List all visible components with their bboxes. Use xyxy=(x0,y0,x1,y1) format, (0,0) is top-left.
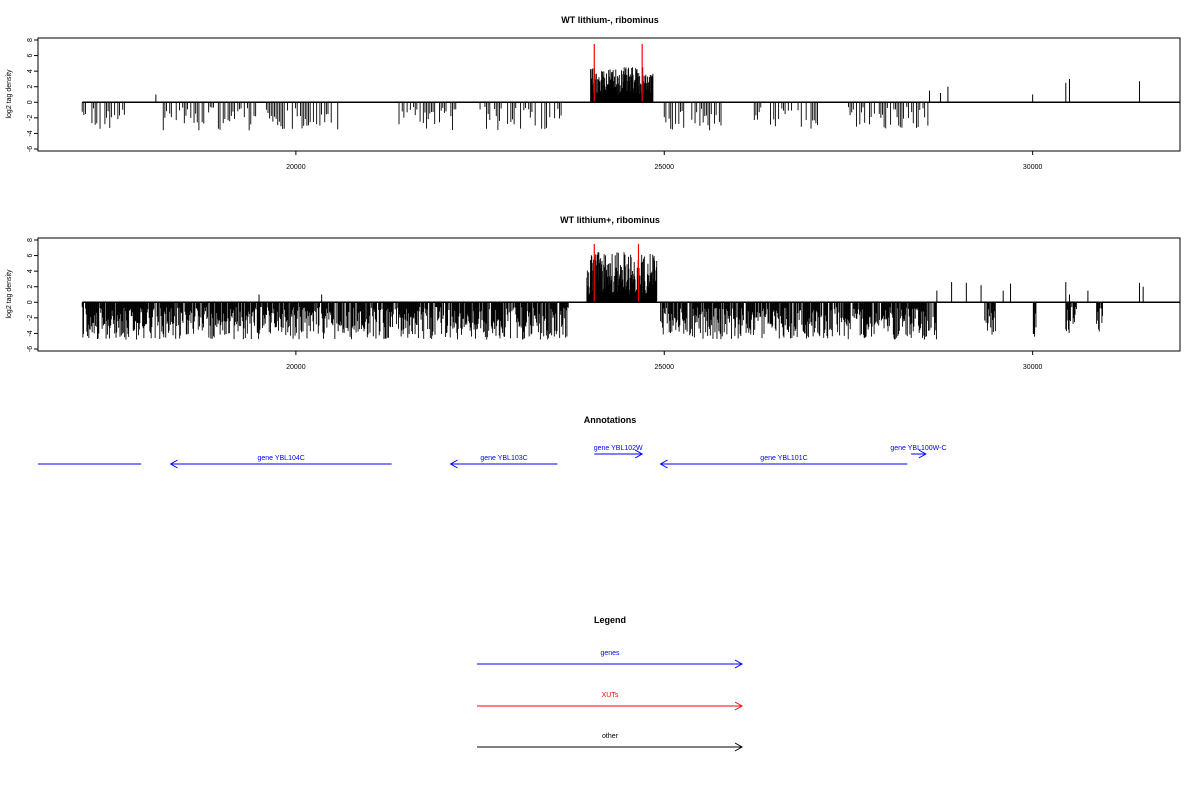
legend-label: genes xyxy=(600,650,620,657)
x-tick-label: 30000 xyxy=(1023,364,1043,371)
x-tick-label: 25000 xyxy=(655,364,675,371)
y-tick-label: -6 xyxy=(27,146,34,152)
arrow-head xyxy=(169,459,178,469)
plot-frame xyxy=(37,37,1181,152)
legend-items: genes XUTs other xyxy=(477,650,744,752)
gene-arrows: gene YBL104C gene YBL103C gene YBL102W gene… xyxy=(38,445,947,469)
y-tick-label: 8 xyxy=(27,238,34,242)
y-tick-label: 8 xyxy=(27,38,34,42)
annotations-title: Annotations xyxy=(584,415,637,425)
y-tick-label: 6 xyxy=(27,254,34,258)
arrow-head xyxy=(659,459,668,469)
gene-label: gene YBL103C xyxy=(480,455,527,462)
arrow-head xyxy=(449,459,458,469)
arrow-head xyxy=(634,449,644,459)
gene-label: gene YBL102W xyxy=(594,445,643,452)
panel-title: WT lithium+, ribominus xyxy=(560,215,660,225)
x-tick-label: 20000 xyxy=(286,164,306,171)
x-tick-label: 30000 xyxy=(1023,164,1043,171)
panel-title: WT lithium-, ribominus xyxy=(561,15,659,25)
legend-label: XUTs xyxy=(602,692,619,699)
panel-wt-lithium-minus: WT lithium-, ribominus log2 tag density … xyxy=(6,15,1181,171)
y-tick-label: 0 xyxy=(27,100,34,104)
legend: Legend genes XUTs other xyxy=(477,615,744,752)
legend-item: XUTs xyxy=(477,692,744,711)
signal-bars xyxy=(81,43,1180,131)
y-tick-label: -6 xyxy=(27,346,34,352)
x-tick-label: 20000 xyxy=(286,364,306,371)
y-tick-label: 2 xyxy=(27,85,34,89)
y-tick-label: 0 xyxy=(27,300,34,304)
legend-arrow-head xyxy=(734,701,744,711)
x-tick-label: 25000 xyxy=(655,164,675,171)
y-tick-label: 2 xyxy=(27,285,34,289)
gene-label: gene YBL101C xyxy=(760,455,807,462)
legend-item: other xyxy=(477,733,744,752)
arrow-head xyxy=(918,449,927,459)
gene-label: gene YBL104C xyxy=(257,455,304,462)
y-tick-label: -2 xyxy=(27,315,34,321)
y-axis-label: log2 tag density xyxy=(6,69,13,119)
y-tick-label: -4 xyxy=(27,130,34,136)
y-tick-label: 4 xyxy=(27,269,34,273)
legend-arrow-head xyxy=(734,659,744,669)
legend-title: Legend xyxy=(594,615,626,625)
annotations-track: Annotations gene YBL104C gene YBL103Cgene… xyxy=(38,415,947,469)
y-tick-labels: -6 -4 -2 0 2 4 6 8 xyxy=(27,38,38,152)
legend-label: other xyxy=(602,733,619,740)
y-axis-label: log2 tag density xyxy=(6,269,13,319)
x-tick-labels: 20000 25000 30000 xyxy=(286,151,1042,171)
y-tick-label: 6 xyxy=(27,54,34,58)
plot-frame xyxy=(37,237,1181,352)
legend-item: genes xyxy=(477,650,744,669)
y-tick-label: 4 xyxy=(27,69,34,73)
y-tick-labels: -6 -4 -2 0 2 4 6 8 xyxy=(27,238,38,352)
signal-bars xyxy=(81,243,1180,340)
y-tick-label: -4 xyxy=(27,330,34,336)
gene-label: gene YBL100W-C xyxy=(890,445,946,452)
legend-arrow-head xyxy=(734,742,744,752)
x-tick-labels: 20000 25000 30000 xyxy=(286,351,1042,371)
y-tick-label: -2 xyxy=(27,115,34,121)
panel-wt-lithium-plus: WT lithium+, ribominus log2 tag density … xyxy=(6,215,1181,371)
